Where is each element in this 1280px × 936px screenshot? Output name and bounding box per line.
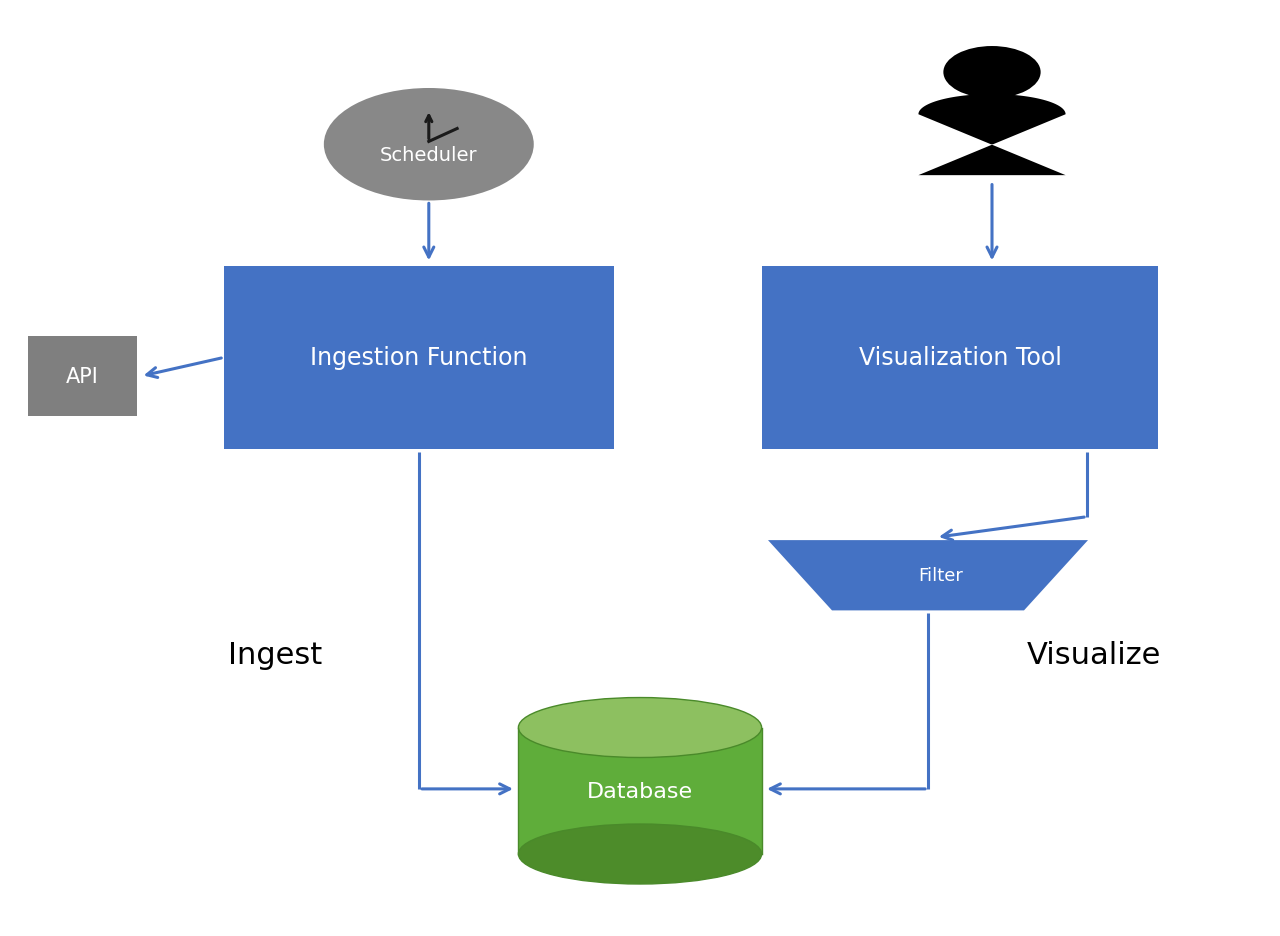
Text: Ingest: Ingest	[228, 641, 323, 669]
Text: API: API	[67, 367, 99, 387]
Ellipse shape	[518, 698, 762, 758]
Polygon shape	[768, 541, 1088, 610]
Text: Filter: Filter	[918, 566, 964, 585]
Ellipse shape	[324, 89, 534, 201]
Text: Database: Database	[588, 781, 692, 801]
FancyBboxPatch shape	[224, 267, 614, 449]
FancyBboxPatch shape	[28, 337, 137, 417]
Polygon shape	[518, 728, 762, 854]
Text: Scheduler: Scheduler	[380, 146, 477, 165]
Text: Visualize: Visualize	[1028, 641, 1161, 669]
Polygon shape	[919, 95, 1065, 176]
FancyBboxPatch shape	[762, 267, 1158, 449]
Ellipse shape	[943, 47, 1041, 99]
Text: Visualization Tool: Visualization Tool	[859, 346, 1061, 370]
Text: Ingestion Function: Ingestion Function	[311, 346, 527, 370]
Ellipse shape	[518, 825, 762, 884]
